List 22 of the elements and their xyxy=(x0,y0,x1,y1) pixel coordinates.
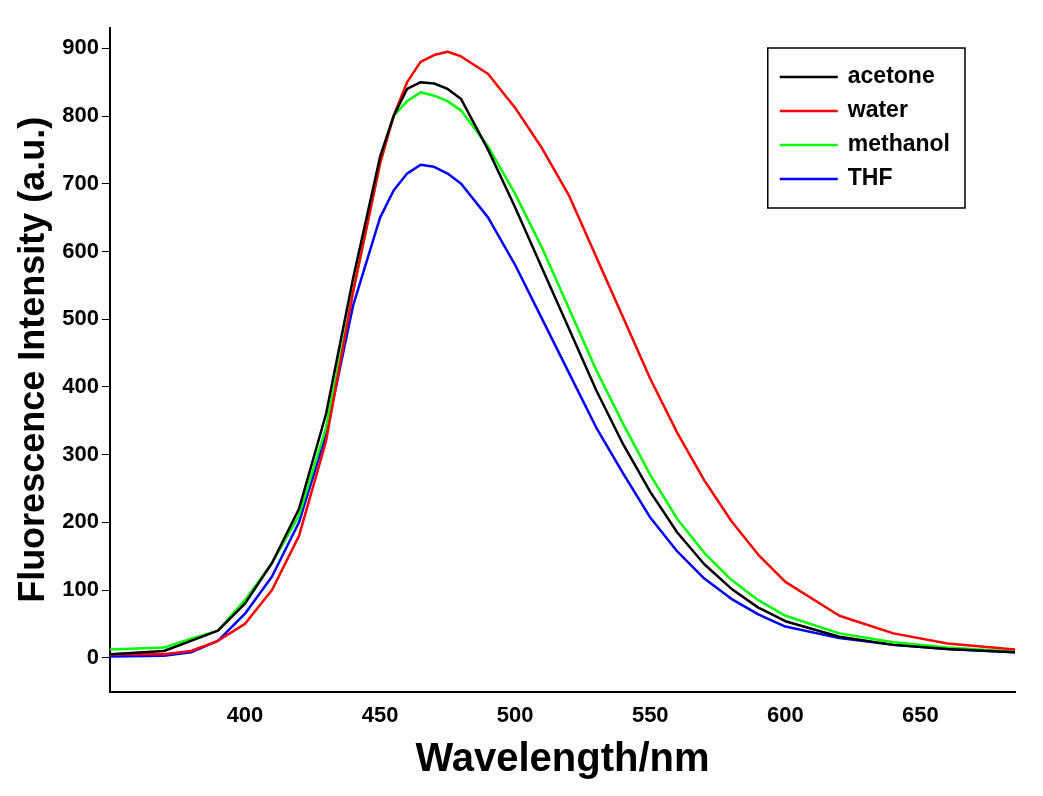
legend-label: methanol xyxy=(847,130,950,157)
y-axis-title: Fluorescence Intensity (a.u.) xyxy=(10,116,52,603)
y-tick-label: 100 xyxy=(62,576,99,602)
y-tick-label: 700 xyxy=(62,169,99,195)
y-tick-label: 900 xyxy=(62,34,99,60)
y-tick-label: 200 xyxy=(62,508,99,534)
y-tick-label: 500 xyxy=(62,305,99,331)
x-axis-title: Wavelength/nm xyxy=(415,735,710,780)
y-tick-label: 800 xyxy=(62,102,99,128)
y-tick-label: 300 xyxy=(62,440,99,466)
x-tick-label: 650 xyxy=(902,701,939,727)
x-tick-label: 500 xyxy=(496,701,534,727)
x-tick-label: 450 xyxy=(361,701,399,727)
x-tick-label: 600 xyxy=(766,701,804,727)
x-tick-label: 400 xyxy=(226,701,264,727)
y-tick-label: 0 xyxy=(86,643,99,669)
y-tick-label: 400 xyxy=(62,372,99,398)
y-tick-label: 600 xyxy=(62,237,99,263)
legend-label: THF xyxy=(847,164,893,191)
legend-label: water xyxy=(846,96,908,123)
x-tick-label: 550 xyxy=(631,701,669,727)
legend-label: acetone xyxy=(847,62,935,89)
